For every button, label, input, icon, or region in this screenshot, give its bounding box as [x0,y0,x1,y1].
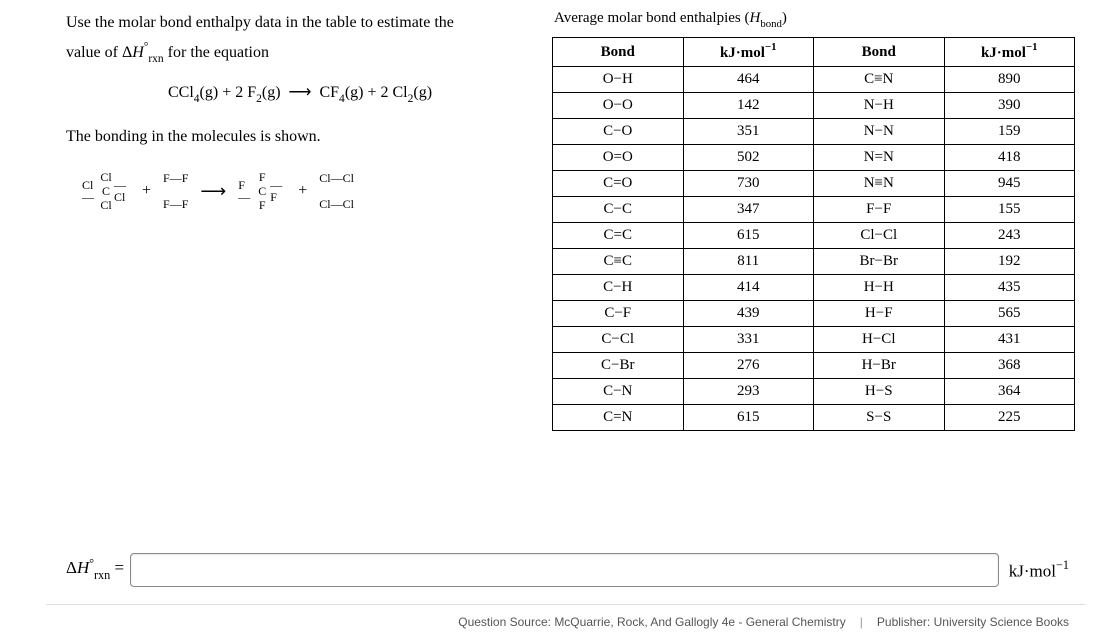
table-cell: 464 [683,67,814,93]
footer-separator: | [860,615,863,629]
prompt-line3: The bonding in the molecules is shown. [66,123,534,152]
table-cell: 364 [944,379,1075,405]
answer-unit: kJ·mol−1 [999,559,1069,582]
table-cell: C≡C [553,249,684,275]
table-cell: N−H [814,93,945,119]
table-cell: C−F [553,301,684,327]
table-cell: 225 [944,405,1075,431]
table-row: C≡C811Br−Br192 [553,249,1075,275]
table-row: O−O142N−H390 [553,93,1075,119]
table-cell: H−Cl [814,327,945,353]
table-cell: 418 [944,145,1075,171]
lewis-cf4: F F— C —F F [238,170,286,212]
table-cell: C≡N [814,67,945,93]
chemical-equation: CCl4(g) + 2 F2(g) ⟶ CF4(g) + 2 Cl2(g) [66,79,534,109]
table-cell: 811 [683,249,814,275]
table-row: C−F439H−F565 [553,301,1075,327]
table-cell: 347 [683,197,814,223]
col-bond-2: Bond [814,38,945,67]
table-cell: H−S [814,379,945,405]
col-bond-1: Bond [553,38,684,67]
arrow-icon: ⟶ [198,182,228,200]
table-row: C−C347F−F155 [553,197,1075,223]
prompt-line1: Use the molar bond enthalpy data in the … [66,14,454,31]
table-cell: 431 [944,327,1075,353]
plus-sign: + [140,183,153,199]
table-row: C−H414H−H435 [553,275,1075,301]
table-cell: H−Br [814,353,945,379]
table-cell: Br−Br [814,249,945,275]
table-cell: 414 [683,275,814,301]
table-cell: C=N [553,405,684,431]
table-row: C=C615Cl−Cl243 [553,223,1075,249]
table-cell: 276 [683,353,814,379]
lewis-cl2-pair: Cl—Cl Cl—Cl [319,172,354,210]
table-cell: O=O [553,145,684,171]
table-cell: N−N [814,119,945,145]
table-cell: C=O [553,171,684,197]
table-row: C−Cl331H−Cl431 [553,327,1075,353]
prompt-line2: value of ΔH°rxn for the equation [66,44,269,61]
lewis-structures: Cl Cl— C —Cl Cl + F—F F—F ⟶ F F— C —F [66,170,534,212]
footer-divider [46,604,1085,605]
table-cell: F−F [814,197,945,223]
table-row: O−H464C≡N890 [553,67,1075,93]
answer-row: ΔH°rxn = kJ·mol−1 [66,553,1069,587]
col-val-2: kJ·mol−1 [944,38,1075,67]
table-row: O=O502N=N418 [553,145,1075,171]
footer-source: Question Source: McQuarrie, Rock, And Ga… [458,615,846,629]
table-cell: N≡N [814,171,945,197]
table-title: Average molar bond enthalpies (Hbond) [554,10,1075,29]
plus-sign: + [296,183,309,199]
table-row: C=O730N≡N945 [553,171,1075,197]
table-cell: 435 [944,275,1075,301]
table-cell: 243 [944,223,1075,249]
table-cell: H−H [814,275,945,301]
table-row: C=N615S−S225 [553,405,1075,431]
table-row: C−Br276H−Br368 [553,353,1075,379]
table-cell: C−N [553,379,684,405]
table-cell: C−Br [553,353,684,379]
table-cell: 155 [944,197,1075,223]
table-cell: 142 [683,93,814,119]
table-cell: 730 [683,171,814,197]
table-cell: 390 [944,93,1075,119]
table-cell: O−O [553,93,684,119]
table-cell: 502 [683,145,814,171]
table-cell: 890 [944,67,1075,93]
table-cell: 368 [944,353,1075,379]
table-cell: N=N [814,145,945,171]
table-cell: 615 [683,223,814,249]
table-cell: C−O [553,119,684,145]
table-cell: 331 [683,327,814,353]
table-cell: 439 [683,301,814,327]
answer-input[interactable] [130,553,999,587]
lewis-f2-pair: F—F F—F [163,172,188,210]
table-cell: S−S [814,405,945,431]
table-cell: 565 [944,301,1075,327]
table-cell: 945 [944,171,1075,197]
table-cell: Cl−Cl [814,223,945,249]
lewis-ccl4: Cl Cl— C —Cl Cl [82,170,130,212]
bond-enthalpy-table: Bond kJ·mol−1 Bond kJ·mol−1 O−H464C≡N890… [552,37,1075,431]
table-row: C−N293H−S364 [553,379,1075,405]
table-cell: C−C [553,197,684,223]
question-prompt: Use the molar bond enthalpy data in the … [66,8,534,69]
table-cell: 159 [944,119,1075,145]
table-cell: C−H [553,275,684,301]
table-cell: C−Cl [553,327,684,353]
table-row: C−O351N−N159 [553,119,1075,145]
table-cell: 351 [683,119,814,145]
table-cell: 615 [683,405,814,431]
footer-publisher: Publisher: University Science Books [877,615,1069,629]
table-cell: H−F [814,301,945,327]
table-cell: C=C [553,223,684,249]
footer: Question Source: McQuarrie, Rock, And Ga… [458,615,1069,629]
table-cell: 192 [944,249,1075,275]
col-val-1: kJ·mol−1 [683,38,814,67]
table-cell: O−H [553,67,684,93]
table-cell: 293 [683,379,814,405]
answer-label: ΔH°rxn = [66,558,130,581]
